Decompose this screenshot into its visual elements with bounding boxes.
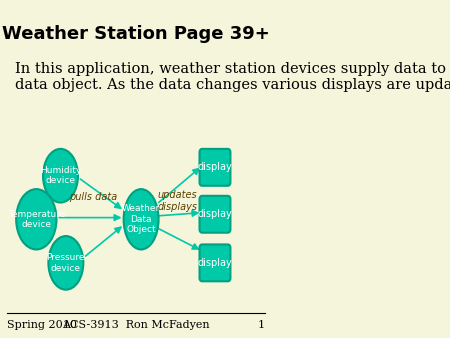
Text: Temperature
device: Temperature device (8, 210, 65, 229)
Text: Weather
Data
Object: Weather Data Object (122, 204, 160, 234)
Ellipse shape (124, 189, 158, 249)
Text: pulls data: pulls data (68, 193, 117, 202)
Text: 1: 1 (257, 320, 265, 330)
Text: Spring 2010: Spring 2010 (7, 320, 77, 330)
Text: Humidity
device: Humidity device (40, 166, 81, 186)
Ellipse shape (49, 236, 83, 290)
Text: Pressure
device: Pressure device (47, 253, 85, 272)
Text: ACS-3913  Ron McFadyen: ACS-3913 Ron McFadyen (62, 320, 210, 330)
Text: updates
displays: updates displays (158, 190, 198, 212)
Text: display: display (198, 162, 232, 172)
FancyBboxPatch shape (199, 244, 230, 281)
Ellipse shape (43, 149, 78, 202)
FancyBboxPatch shape (199, 196, 230, 233)
FancyBboxPatch shape (199, 149, 230, 186)
Ellipse shape (16, 189, 56, 249)
Text: display: display (198, 258, 232, 268)
Text: Weather Station Page 39+: Weather Station Page 39+ (2, 25, 270, 43)
Text: In this application, weather station devices supply data to a weather
data objec: In this application, weather station dev… (15, 62, 450, 92)
Text: display: display (198, 209, 232, 219)
